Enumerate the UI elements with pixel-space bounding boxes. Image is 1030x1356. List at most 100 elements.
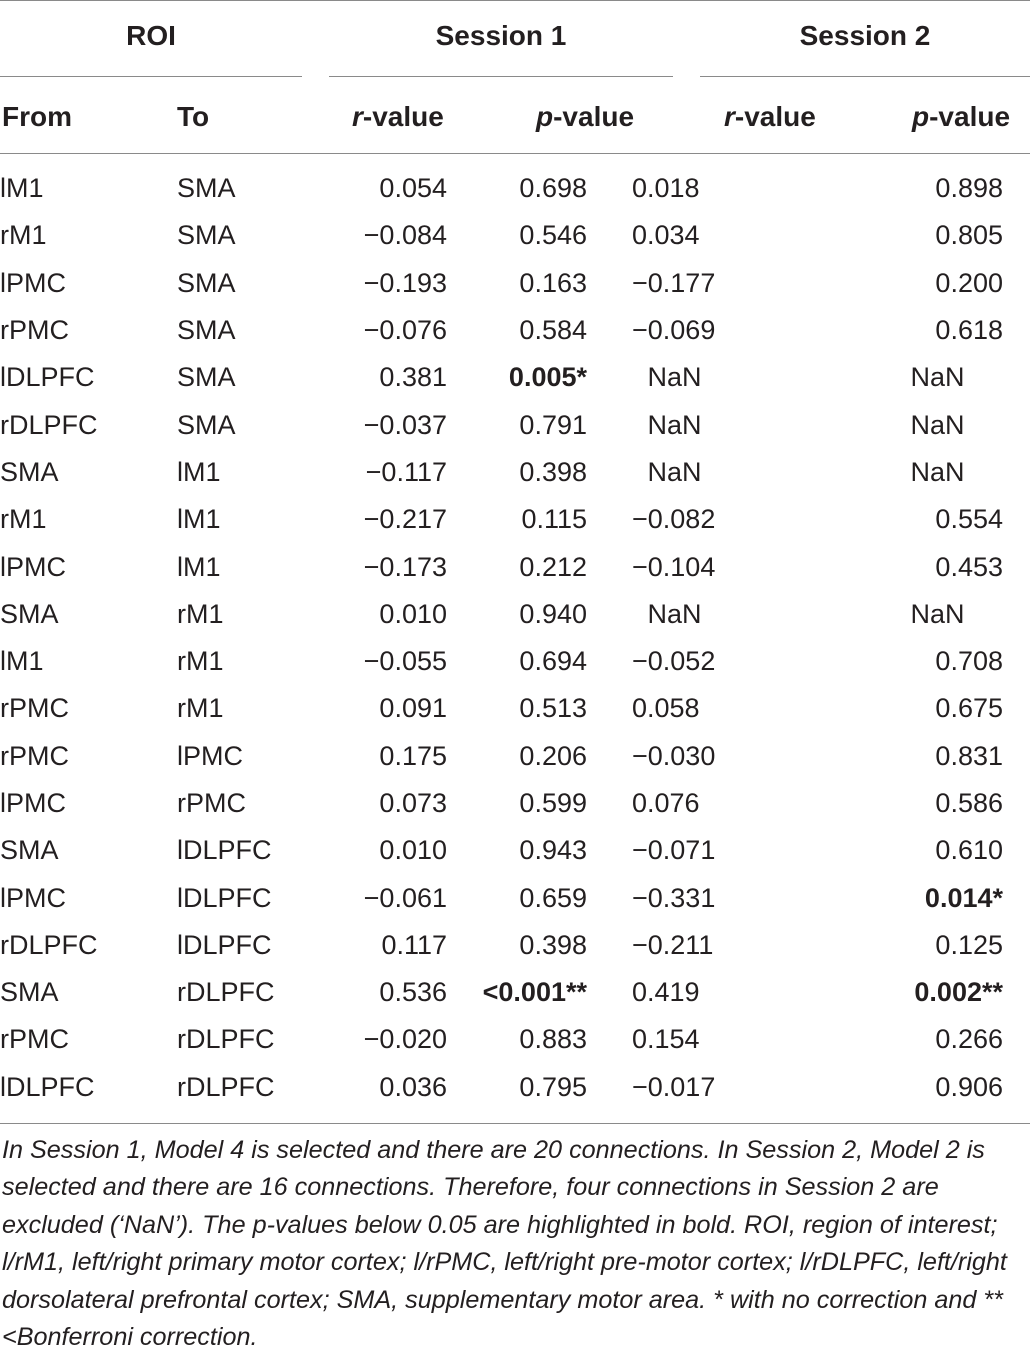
- table-row: lPMC rPMC 0.073 0.599 0.076 0.586: [0, 780, 1030, 827]
- cell-p1: 0.005*: [508, 362, 587, 393]
- table-row: lPMC lDLPFC −0.061 0.659 −0.331 0.014*: [0, 874, 1030, 921]
- cell-p1: 0.943: [519, 835, 587, 866]
- value-suffix: -value: [734, 101, 816, 132]
- cell-r1: 0.091: [379, 693, 447, 724]
- table-row: lDLPFC rDLPFC 0.036 0.795 −0.017 0.906: [0, 1064, 1030, 1111]
- cell-r2: 0.076: [632, 788, 700, 818]
- cell-r1: −0.193: [363, 267, 447, 298]
- cell-p2: 0.831: [935, 740, 1003, 771]
- cell-r2: −0.071: [632, 835, 716, 866]
- cell-r2: −0.030: [632, 740, 716, 771]
- cell-to: lDLPFC: [177, 835, 272, 866]
- p-italic: p: [536, 101, 554, 132]
- table-row: rPMC lPMC 0.175 0.206 −0.030 0.831: [0, 733, 1030, 780]
- cell-r2: NaN: [647, 362, 702, 393]
- cell-r2: NaN: [647, 598, 702, 629]
- cell-r2: 0.154: [632, 1024, 700, 1055]
- cell-from: lM1: [0, 173, 44, 204]
- table-row: SMA lDLPFC 0.010 0.943 −0.071 0.610: [0, 827, 1030, 874]
- cell-p2: 0.014*: [924, 882, 1003, 913]
- table-bottom-rule: [0, 1123, 1030, 1124]
- cell-from: lDLPFC: [0, 1071, 95, 1102]
- table-row: rPMC SMA −0.076 0.584 −0.069 0.618: [0, 307, 1030, 354]
- value-suffix: -value: [929, 101, 1011, 132]
- cell-p2: 0.906: [935, 1071, 1003, 1102]
- cell-to: lM1: [177, 504, 221, 535]
- table-row: rM1 SMA −0.084 0.546 0.034 0.805: [0, 212, 1030, 259]
- cell-to: SMA: [177, 409, 236, 440]
- table-row: rPMC rDLPFC −0.020 0.883 0.154 0.266: [0, 1016, 1030, 1063]
- table-row: lDLPFC SMA 0.381 0.005* NaN NaN: [0, 354, 1030, 401]
- cell-to: lM1: [177, 551, 221, 582]
- cell-r1: −0.217: [363, 504, 447, 535]
- cell-r1: 0.175: [379, 740, 447, 771]
- cell-to: lPMC: [177, 740, 243, 771]
- cell-p2: 0.453: [935, 551, 1003, 582]
- cell-from: rDLPFC: [0, 929, 98, 960]
- cell-r1: −0.173: [363, 551, 447, 582]
- col-r1-header: r-value: [352, 101, 444, 133]
- cell-r2: −0.211: [632, 929, 714, 960]
- table-row: lPMC lM1 −0.173 0.212 −0.104 0.453: [0, 543, 1030, 590]
- table-body: lM1 SMA 0.054 0.698 0.018 0.898 rM1 SMA −0.084 0.…: [0, 165, 1030, 1111]
- cell-from: rDLPFC: [0, 409, 98, 440]
- cell-p2: NaN: [910, 598, 965, 629]
- cell-from: rPMC: [0, 315, 69, 346]
- cell-r2: −0.017: [632, 1071, 716, 1102]
- header-bottom-rule: [0, 153, 1030, 154]
- table-row: rM1 lM1 −0.217 0.115 −0.082 0.554: [0, 496, 1030, 543]
- cell-r1: −0.061: [363, 882, 447, 913]
- cell-p2: 0.898: [935, 173, 1003, 204]
- cell-to: SMA: [177, 267, 236, 298]
- cell-to: lDLPFC: [177, 929, 272, 960]
- cell-r2: NaN: [647, 409, 702, 440]
- cell-p1: 0.398: [519, 456, 587, 487]
- cell-from: SMA: [0, 598, 59, 629]
- cell-r2: 0.018: [632, 173, 700, 204]
- cell-p2: 0.554: [935, 504, 1003, 535]
- col-r2-header: r-value: [724, 101, 816, 133]
- cell-r2: 0.419: [632, 977, 700, 1008]
- cell-r1: 0.036: [379, 1071, 447, 1102]
- cell-p1: 0.795: [519, 1071, 587, 1102]
- cell-p2: 0.610: [935, 835, 1003, 866]
- p-italic: p: [912, 101, 930, 132]
- cell-to: rM1: [177, 693, 224, 724]
- col-p1-header: p-value: [536, 101, 634, 133]
- cell-r1: −0.084: [363, 220, 447, 251]
- cell-p2: 0.805: [935, 220, 1003, 251]
- cell-p1: 0.940: [519, 598, 587, 629]
- cell-from: SMA: [0, 456, 59, 487]
- cell-p2: 0.708: [935, 646, 1003, 677]
- cell-from: lPMC: [0, 882, 66, 913]
- table-row: rPMC rM1 0.091 0.513 0.058 0.675: [0, 685, 1030, 732]
- cell-p1: 0.883: [519, 1024, 587, 1055]
- cell-to: rM1: [177, 646, 224, 677]
- cell-r2: −0.104: [632, 551, 716, 582]
- cell-r1: −0.020: [363, 1024, 447, 1055]
- cell-r2: −0.052: [632, 646, 716, 677]
- r-italic: r: [724, 101, 735, 132]
- header-roi: ROI: [126, 20, 176, 51]
- cell-to: rDLPFC: [177, 1071, 275, 1102]
- table-row: SMA rDLPFC 0.536 <0.001** 0.419 0.002**: [0, 969, 1030, 1016]
- cell-p1: 0.599: [519, 788, 587, 818]
- cell-p2: NaN: [910, 456, 965, 487]
- col-to-header: To: [177, 101, 210, 132]
- cell-to: SMA: [177, 315, 236, 346]
- cell-to: SMA: [177, 220, 236, 251]
- r-italic: r: [352, 101, 363, 132]
- cell-p2: 0.125: [935, 929, 1003, 960]
- cell-p2: NaN: [910, 362, 965, 393]
- table-row: rDLPFC SMA −0.037 0.791 NaN NaN: [0, 401, 1030, 448]
- table-row: rDLPFC lDLPFC 0.117 0.398 −0.211 0.125: [0, 922, 1030, 969]
- cell-p1: 0.206: [519, 740, 587, 771]
- cell-r1: 0.010: [379, 835, 447, 866]
- cell-p1: 0.513: [519, 693, 587, 724]
- session-2-underline: [700, 76, 1030, 77]
- cell-to: rPMC: [177, 788, 246, 818]
- cell-p1: 0.115: [521, 504, 587, 535]
- cell-from: lM1: [0, 646, 44, 677]
- header-session-2: Session 2: [799, 20, 931, 51]
- header-session-1: Session 1: [435, 20, 567, 51]
